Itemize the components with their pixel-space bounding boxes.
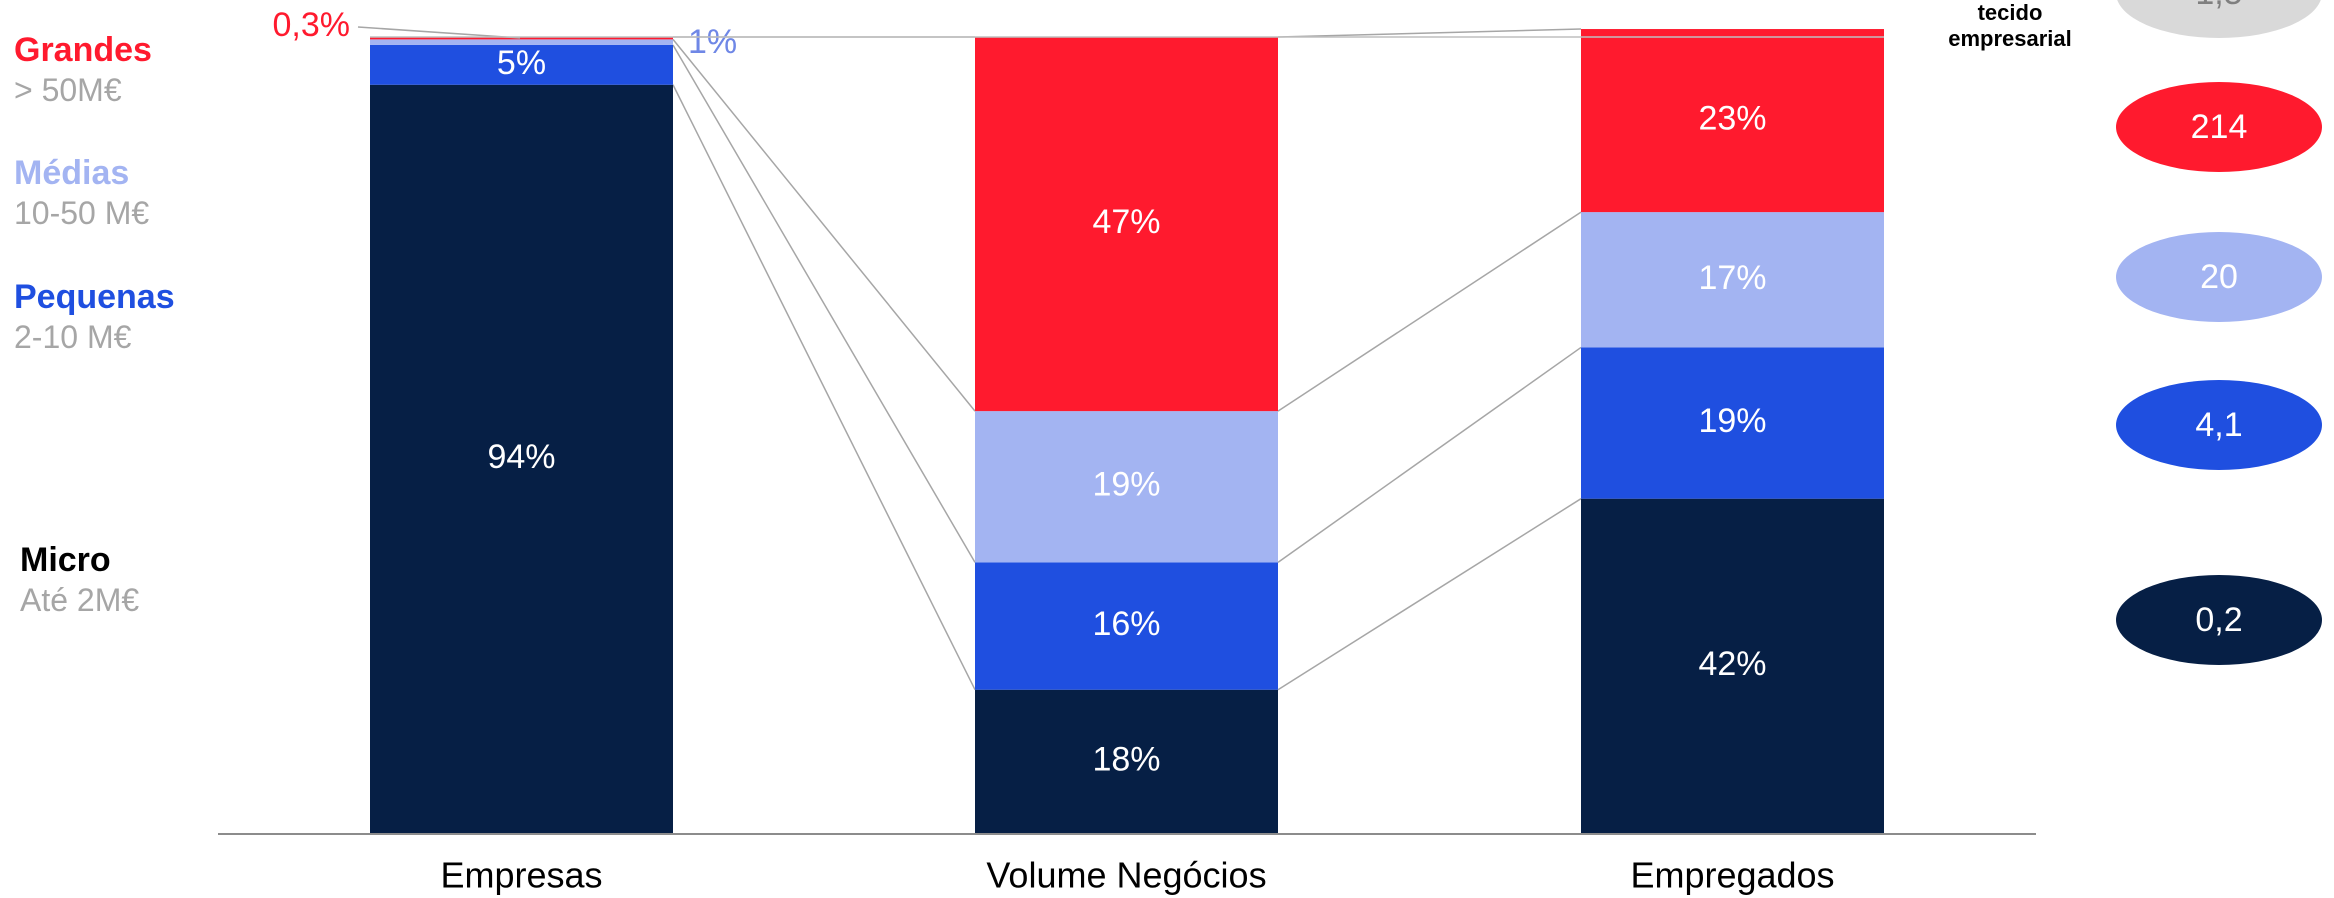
legend-medias-range: 10-50 M€ (14, 195, 150, 231)
bar-segment-mdias (370, 39, 673, 45)
connector-line (672, 84, 976, 691)
data-label: 94% (487, 438, 555, 476)
data-label: 23% (1698, 100, 1766, 138)
intensity-value-ellipse: 0,2 (2116, 575, 2322, 665)
data-label: 17% (1698, 259, 1766, 297)
data-label: 19% (1092, 466, 1160, 504)
bar-segment-pequenas (370, 44, 673, 85)
bar-segment-mdias (1581, 212, 1884, 348)
leader-line (357, 26, 521, 39)
bar-segment-micro (1581, 498, 1884, 833)
data-label: 18% (1092, 740, 1160, 778)
data-label: 16% (1092, 605, 1160, 643)
legend-pequenas: Pequenas 2-10 M€ (14, 277, 175, 357)
intensity-value-ellipse: 20 (2116, 232, 2322, 322)
data-label: 0,3% (273, 6, 351, 44)
bar-segment-mdias (975, 411, 1278, 563)
x-tick-label: Volume Negócios (986, 855, 1266, 896)
data-label: 19% (1698, 402, 1766, 440)
intensity-title: tecido empresarial (1948, 0, 2072, 51)
x-tick-label: Empregados (1630, 855, 1834, 896)
data-label: 42% (1698, 645, 1766, 683)
bar-segment-grandes (370, 37, 673, 40)
intensity-value-ellipse: 4,1 (2116, 380, 2322, 470)
legend-micro: Micro Até 2M€ (20, 540, 139, 620)
connector-line (1277, 28, 1582, 38)
legend-grandes: Grandes > 50M€ (14, 30, 152, 110)
x-tick-label: Empresas (440, 855, 602, 896)
legend-pequenas-range: 2-10 M€ (14, 319, 132, 355)
legend-medias: Médias 10-50 M€ (14, 153, 149, 233)
intensity-value-ellipse: 214 (2116, 82, 2322, 172)
legend-micro-name: Micro (20, 541, 111, 579)
bar-segment-pequenas (1581, 347, 1884, 499)
legend-grandes-range: > 50M€ (14, 72, 122, 108)
connector-line (1277, 498, 1582, 691)
legend-grandes-name: Grandes (14, 31, 152, 69)
connector-line (672, 38, 976, 412)
legend-medias-name: Médias (14, 154, 130, 192)
connector-line (1277, 346, 1582, 563)
connector-line (1277, 211, 1582, 412)
legend-micro-range: Até 2M€ (20, 582, 140, 618)
bar-segment-grandes (1581, 29, 1884, 213)
connector-line (672, 44, 976, 563)
data-label: 1% (688, 23, 737, 61)
bar-segment-micro (975, 689, 1278, 833)
bar-segment-grandes (975, 37, 1278, 412)
legend-pequenas-name: Pequenas (14, 278, 175, 316)
bar-segment-micro (370, 84, 673, 833)
bar-segment-pequenas (975, 562, 1278, 690)
data-label: 47% (1092, 203, 1160, 241)
data-label: 5% (497, 44, 546, 82)
